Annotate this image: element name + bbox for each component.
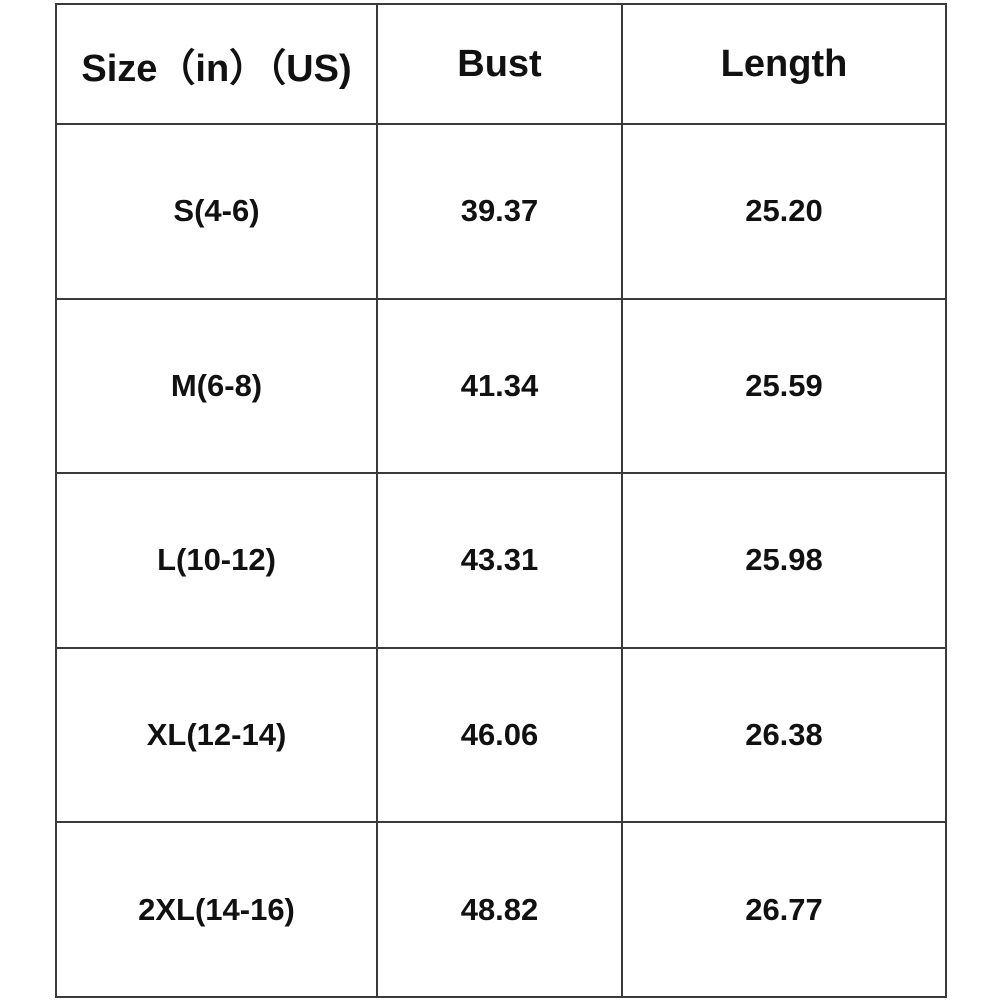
table-row: M(6-8) 41.34 25.59	[55, 297, 947, 475]
table-row: XL(12-14) 46.06 26.38	[55, 646, 947, 824]
header-row: Size（in）（US) Bust Length	[55, 3, 947, 125]
table-cell: 43.31	[376, 472, 623, 649]
header-cell: Size（in）（US)	[55, 3, 378, 125]
size-table: Size（in）（US) Bust Length S(4-6) 39.37 25.20 M…	[55, 3, 947, 998]
table-cell: S(4-6)	[55, 123, 378, 300]
table-cell: 2XL(14-16)	[55, 821, 378, 998]
table-cell: 26.77	[621, 821, 947, 998]
table-cell: XL(12-14)	[55, 646, 378, 824]
header-cell: Length	[621, 3, 947, 125]
table-cell: 26.38	[621, 646, 947, 824]
table-cell: 46.06	[376, 646, 623, 824]
table-row: S(4-6) 39.37 25.20	[55, 123, 947, 300]
table-cell: 48.82	[376, 821, 623, 998]
table-cell: 25.98	[621, 472, 947, 649]
table-cell: 25.20	[621, 123, 947, 300]
table-cell: 39.37	[376, 123, 623, 300]
table-cell: 41.34	[376, 297, 623, 475]
table-row: 2XL(14-16) 48.82 26.77	[55, 821, 947, 998]
table-cell: M(6-8)	[55, 297, 378, 475]
table-body: S(4-6) 39.37 25.20 M(6-8) 41.34 25.59 L(10-12)…	[55, 123, 947, 998]
header-cell: Bust	[376, 3, 623, 125]
table-cell: 25.59	[621, 297, 947, 475]
table-cell: L(10-12)	[55, 472, 378, 649]
table-row: L(10-12) 43.31 25.98	[55, 472, 947, 649]
